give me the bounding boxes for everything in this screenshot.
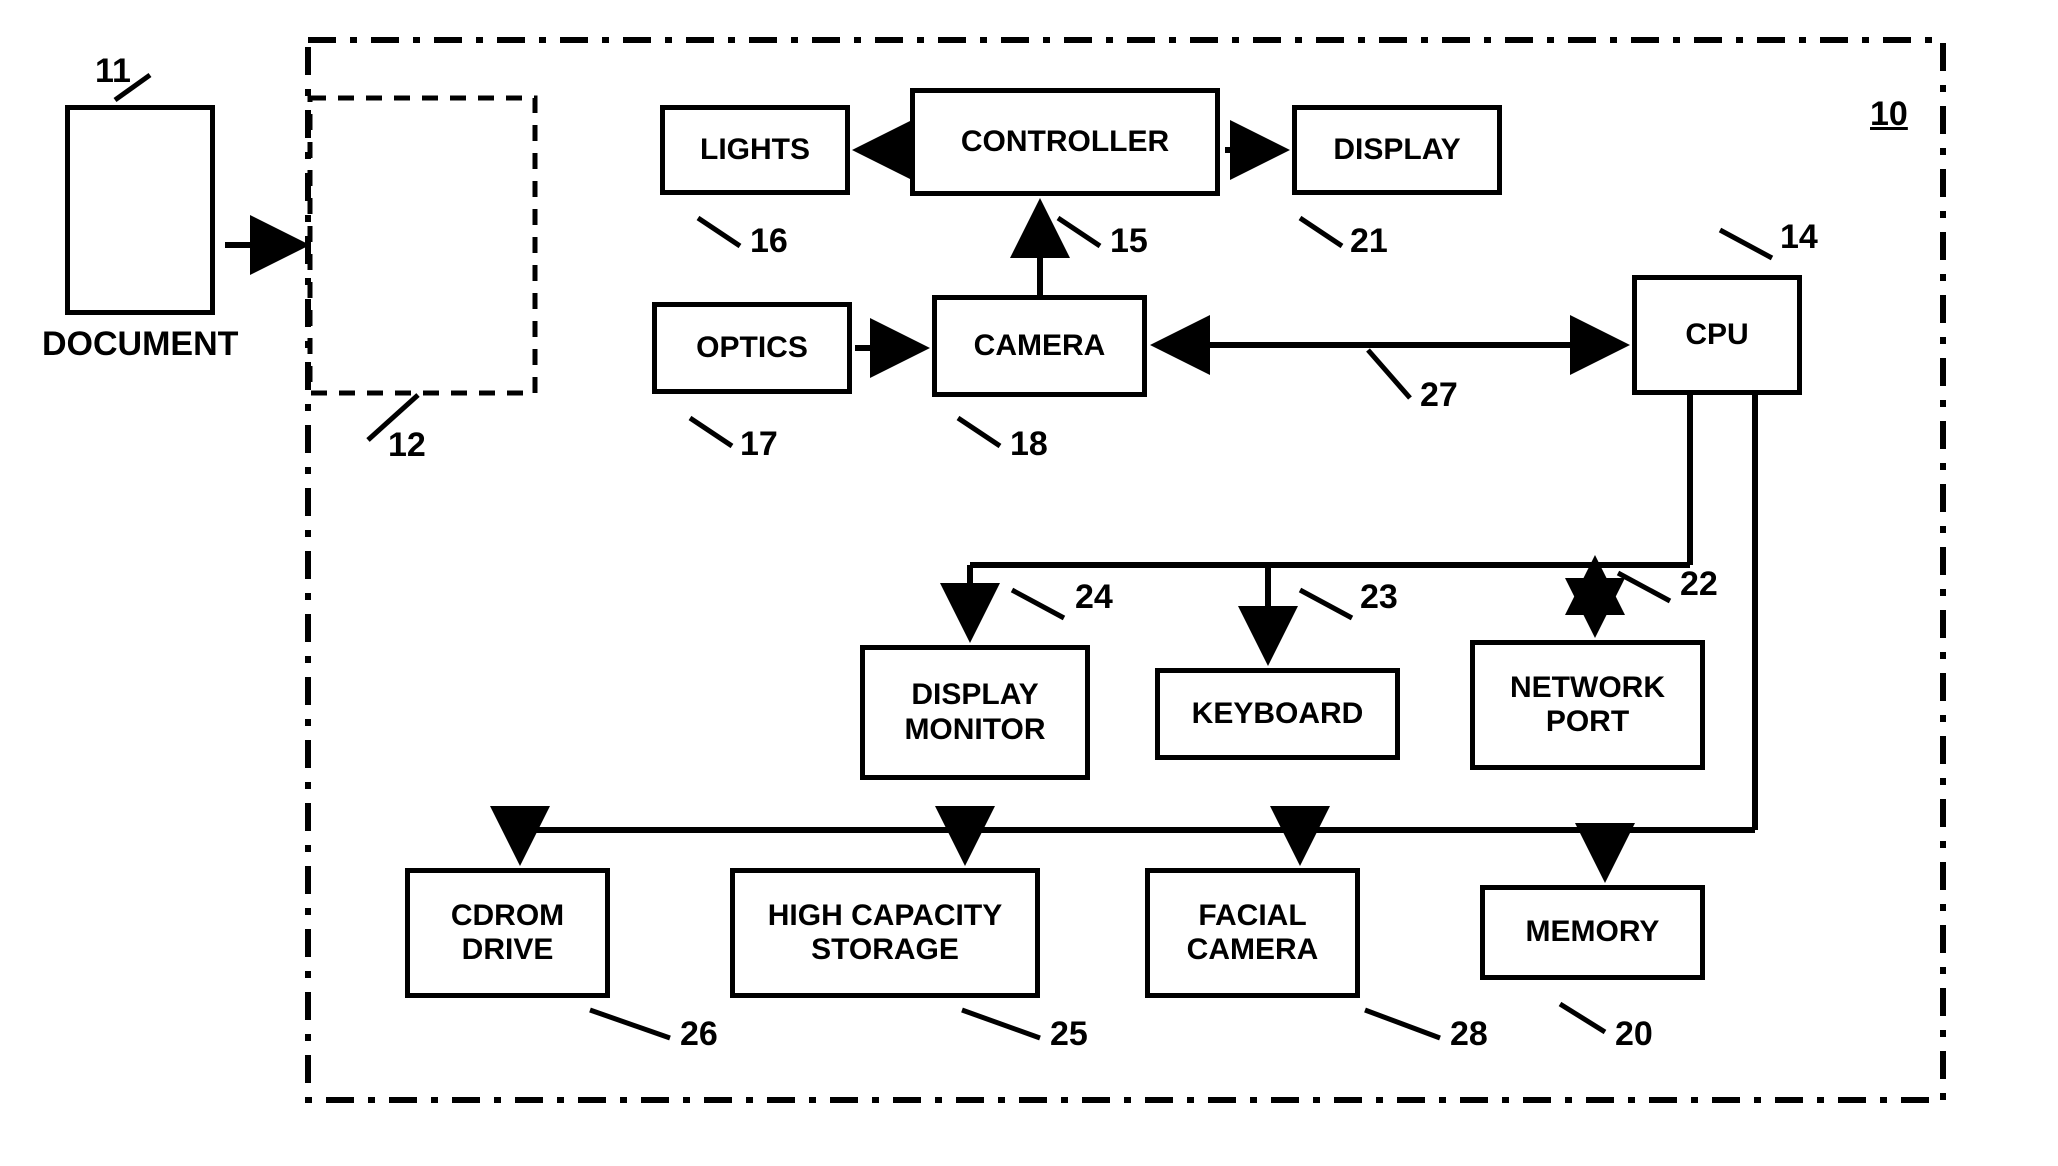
ref-16: 16 — [750, 222, 788, 261]
ref-11: 11 — [95, 52, 131, 91]
ref-17: 17 — [740, 425, 778, 464]
edges-layer — [0, 0, 2058, 1166]
ref-25: 25 — [1050, 1015, 1088, 1054]
ref-14: 14 — [1780, 218, 1818, 257]
ref-24: 24 — [1075, 578, 1113, 617]
ref-22: 22 — [1680, 565, 1718, 604]
ref-20: 20 — [1615, 1015, 1653, 1054]
ref-12: 12 — [388, 426, 426, 465]
ref-26: 26 — [680, 1015, 718, 1054]
ref-28: 28 — [1450, 1015, 1488, 1054]
ref-27: 27 — [1420, 376, 1458, 415]
ref-21: 21 — [1350, 222, 1388, 261]
ref-18: 18 — [1010, 425, 1048, 464]
ref-15: 15 — [1110, 222, 1148, 261]
ref-23: 23 — [1360, 578, 1398, 617]
